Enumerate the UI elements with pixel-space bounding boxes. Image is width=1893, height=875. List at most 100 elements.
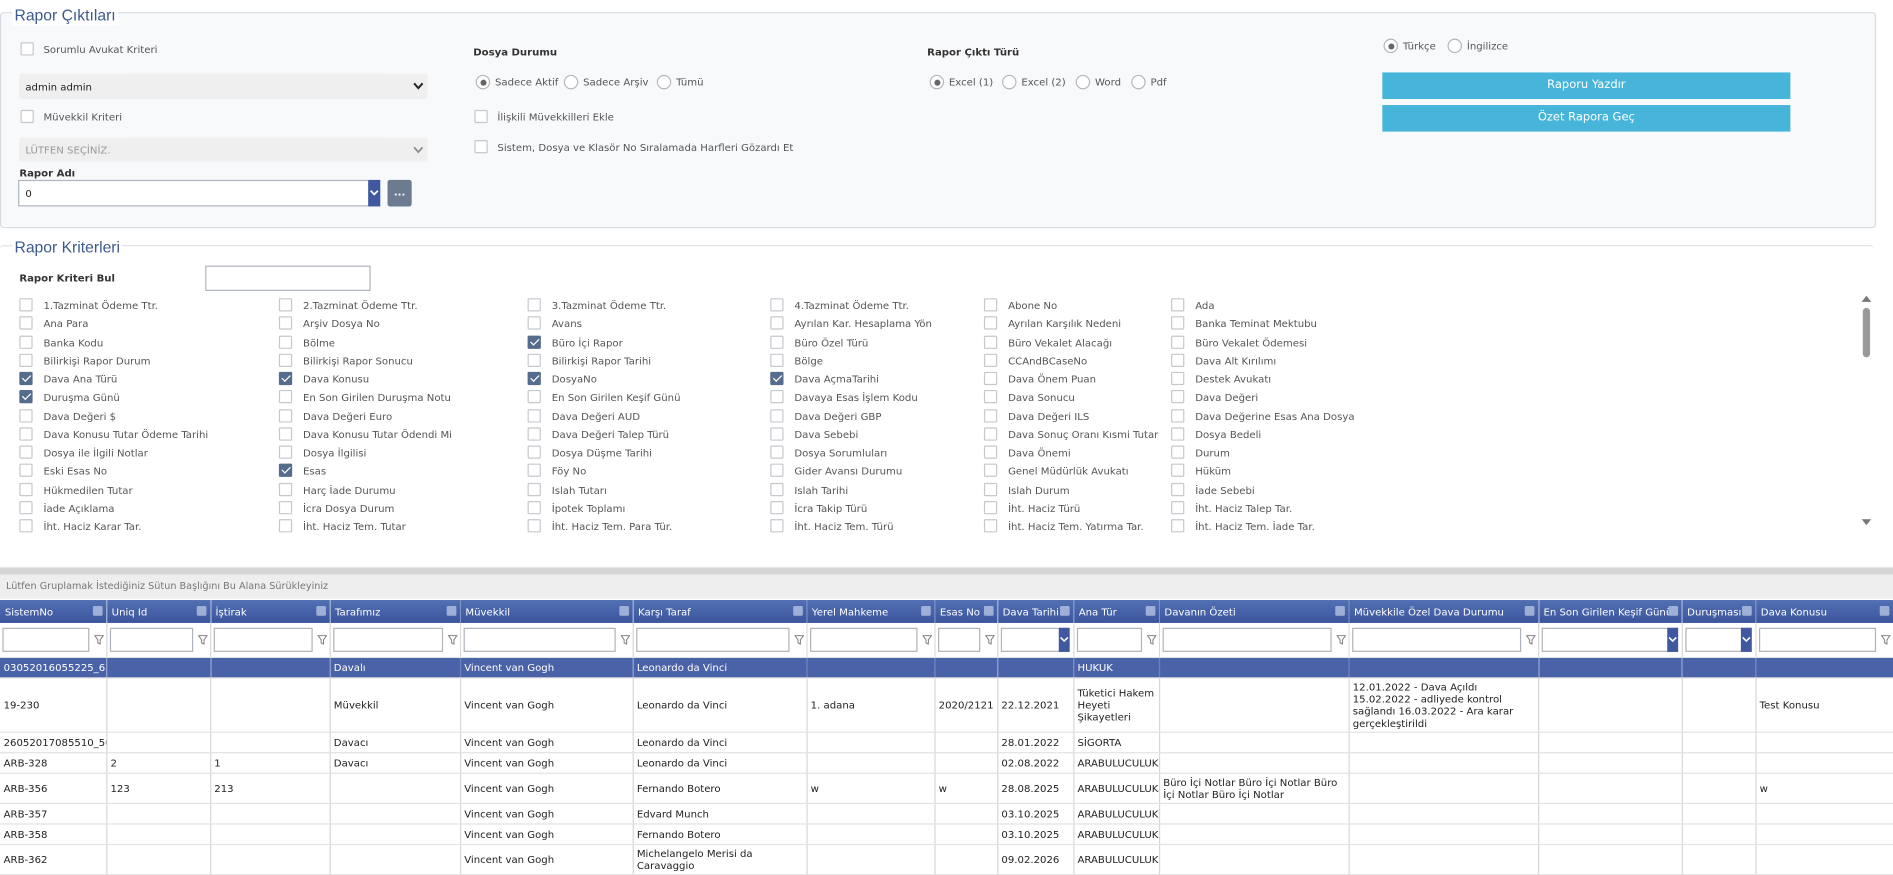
checkbox[interactable] (19, 445, 33, 459)
checkbox[interactable] (1171, 427, 1185, 441)
filter-input[interactable] (937, 627, 980, 652)
column-menu[interactable] (1741, 606, 1752, 616)
checkbox[interactable] (278, 408, 293, 422)
data-row[interactable]: 19-230 Müvekkil Vincent van Gogh Leonardo d… (0, 677, 1893, 733)
more-button[interactable]: ... (387, 179, 412, 207)
checkbox[interactable] (1171, 482, 1185, 496)
checkbox[interactable] (983, 519, 998, 533)
column-menu[interactable] (920, 606, 931, 616)
column-header[interactable]: Dava Tarihi (997, 600, 1074, 623)
checkbox[interactable] (770, 445, 784, 459)
checkbox[interactable] (527, 463, 541, 478)
filter-icon[interactable] (316, 635, 328, 645)
scrollbar[interactable] (1860, 293, 1872, 530)
column-header[interactable]: En Son Girilen Keşif Günü (1538, 600, 1683, 623)
data-row[interactable]: ARB-357 Vincent van Gogh Edvard Munch 03.10… (0, 803, 1893, 825)
report-name-input[interactable]: 0 (18, 179, 370, 207)
column-header[interactable]: Ana Tür (1073, 600, 1160, 623)
checkbox[interactable] (1171, 408, 1185, 422)
checkbox[interactable] (1171, 519, 1185, 533)
radio[interactable] (1447, 38, 1463, 54)
checkbox[interactable] (19, 316, 33, 330)
checkbox[interactable] (1171, 390, 1185, 404)
checkbox[interactable] (527, 353, 541, 367)
column-menu[interactable] (618, 606, 629, 616)
checkbox[interactable] (278, 316, 293, 330)
checkbox[interactable] (770, 298, 784, 312)
checkbox[interactable] (1171, 500, 1185, 514)
checkbox[interactable] (983, 482, 998, 496)
checkbox[interactable] (278, 390, 293, 404)
checkbox[interactable] (278, 519, 293, 533)
column-header[interactable]: Duruşması (1681, 600, 1756, 623)
checkbox[interactable] (983, 316, 998, 330)
checkbox[interactable] (770, 519, 784, 533)
checkbox[interactable] (527, 408, 541, 422)
column-menu[interactable] (315, 606, 326, 616)
column-menu[interactable] (1667, 606, 1678, 616)
checkbox[interactable] (19, 390, 33, 404)
data-row[interactable]: ARB-358 Vincent van Gogh Fernando Botero 03… (0, 823, 1893, 846)
filter-icon[interactable] (921, 635, 932, 645)
checkbox[interactable] (278, 353, 293, 367)
radio[interactable] (656, 74, 672, 90)
filter-dropdown[interactable] (1740, 627, 1752, 652)
column-menu[interactable] (92, 606, 103, 616)
column-header[interactable]: Müvekkil (459, 600, 634, 623)
column-header[interactable]: Yerel Mahkeme (806, 600, 936, 623)
filter-input[interactable] (2, 627, 89, 652)
checkbox[interactable] (19, 298, 33, 312)
checkbox[interactable] (278, 298, 293, 312)
filter-icon[interactable] (793, 635, 804, 645)
checkbox[interactable] (474, 109, 488, 124)
checkbox[interactable] (983, 500, 998, 514)
checkbox[interactable] (278, 500, 293, 514)
checkbox[interactable] (278, 335, 293, 349)
column-header[interactable]: Esas No (934, 600, 998, 623)
filter-icon[interactable] (1145, 635, 1157, 645)
checkbox[interactable] (983, 298, 998, 312)
column-header[interactable]: Karşı Taraf (632, 600, 808, 623)
checkbox[interactable] (770, 482, 784, 496)
checkbox[interactable] (527, 335, 541, 349)
data-row[interactable]: ARB-362 Vincent van Gogh Michelangelo Meri… (0, 844, 1893, 875)
filter-input[interactable] (1758, 627, 1876, 652)
filter-input[interactable] (332, 627, 443, 652)
radio[interactable] (1131, 74, 1146, 90)
checkbox[interactable] (527, 390, 541, 404)
filter-icon[interactable] (93, 635, 104, 645)
column-header[interactable]: Dava Konusu (1755, 600, 1893, 623)
radio[interactable] (1383, 38, 1399, 54)
checkbox[interactable] (983, 408, 998, 422)
radio[interactable] (475, 74, 491, 90)
checkbox[interactable] (983, 371, 998, 386)
radio[interactable] (1002, 74, 1017, 90)
checkbox[interactable] (19, 482, 33, 496)
checkbox[interactable] (1171, 335, 1185, 349)
checkbox[interactable] (770, 371, 784, 386)
filter-icon[interactable] (619, 635, 631, 645)
checkbox[interactable] (527, 371, 541, 386)
report-name-dropdown[interactable] (368, 179, 381, 207)
checkbox[interactable] (770, 427, 784, 441)
column-header[interactable]: İştirak (210, 600, 331, 623)
checkbox[interactable] (983, 463, 998, 478)
data-row[interactable]: 26052017085510_50 Davacı Vincent van Gogh L… (0, 732, 1893, 754)
filter-icon[interactable] (446, 635, 458, 645)
filter-input[interactable] (809, 627, 917, 652)
filter-dropdown[interactable] (1058, 627, 1070, 652)
checkbox[interactable] (20, 42, 34, 56)
data-row[interactable]: ARB-356 123 213 Vincent van Gogh Fernando Bo… (0, 773, 1893, 805)
column-menu[interactable] (792, 606, 803, 616)
column-menu[interactable] (1059, 606, 1070, 616)
checkbox[interactable] (19, 463, 33, 478)
filter-dropdown[interactable] (1666, 627, 1678, 652)
radio[interactable] (563, 74, 579, 90)
checkbox[interactable] (19, 408, 33, 422)
checkbox[interactable] (278, 445, 293, 459)
checkbox[interactable] (983, 390, 998, 404)
filter-icon[interactable] (1335, 635, 1346, 645)
checkbox[interactable] (983, 427, 998, 441)
checkbox[interactable] (19, 353, 33, 367)
checkbox[interactable] (1171, 463, 1185, 478)
